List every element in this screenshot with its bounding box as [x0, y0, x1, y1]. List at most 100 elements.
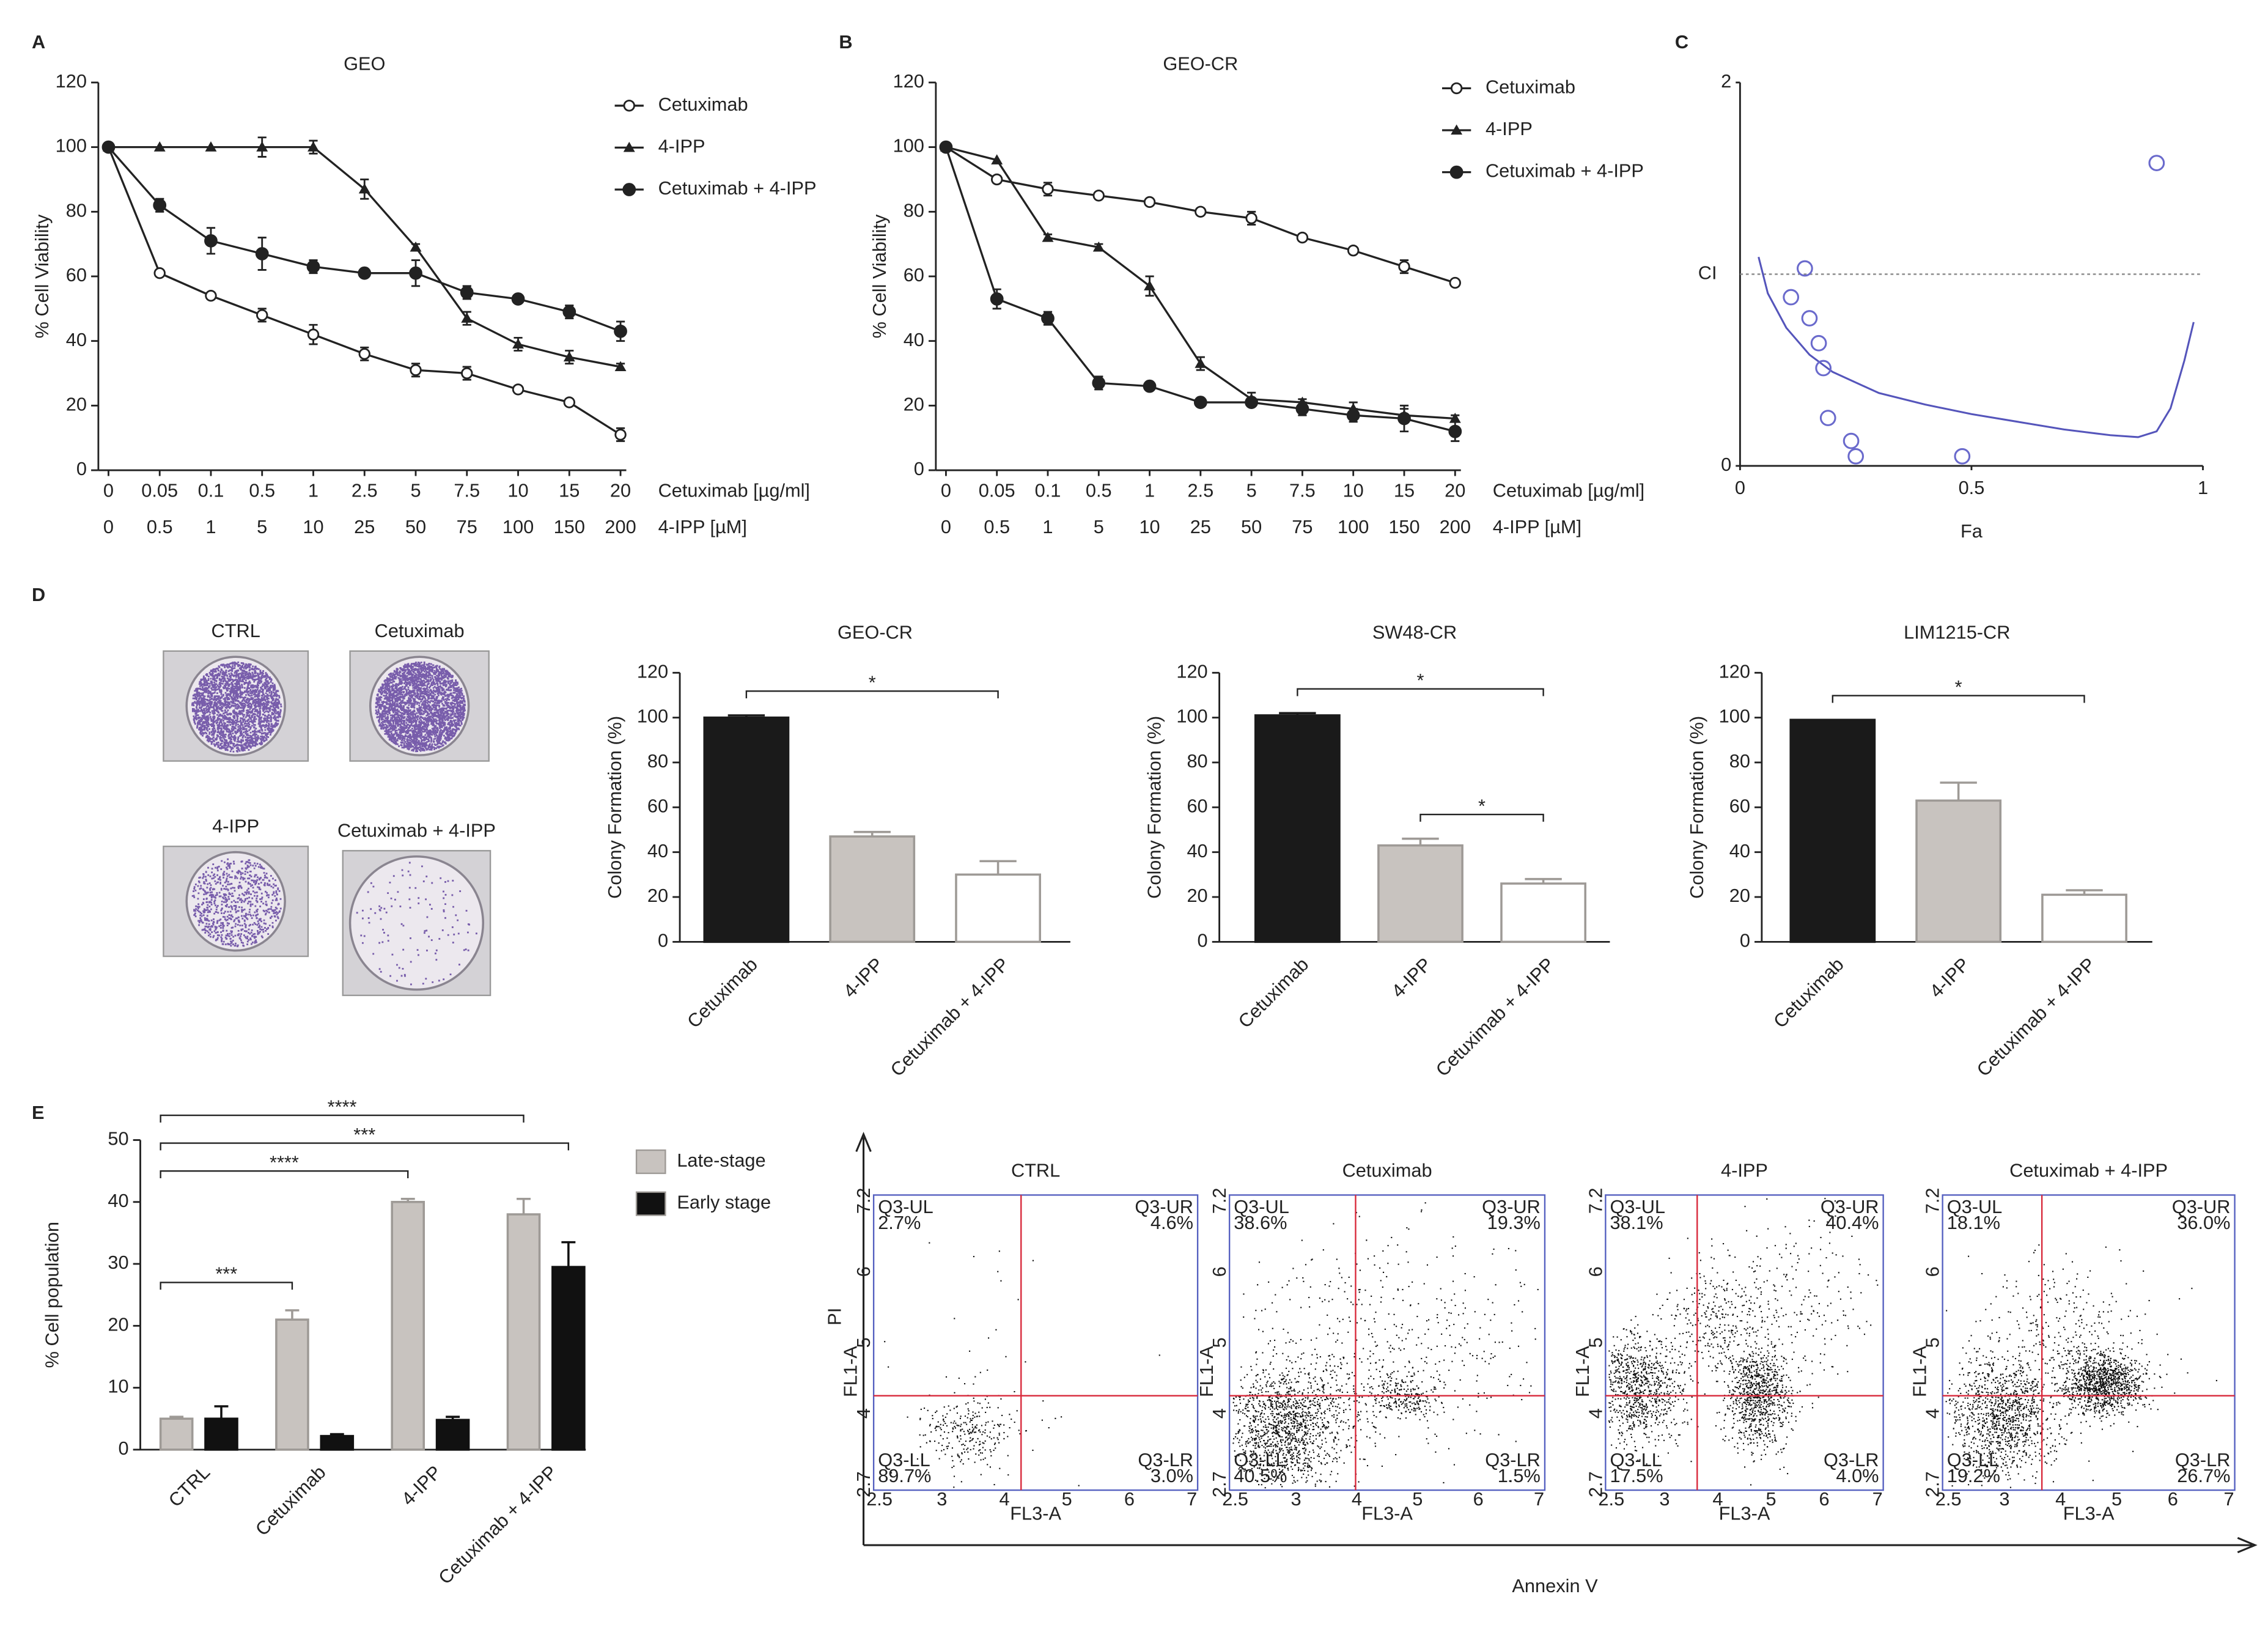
x-tick-label-2: 10 [303, 516, 323, 537]
flow-y-tick-label: 2.7 [853, 1471, 874, 1497]
marker [1042, 183, 1054, 196]
quadrant-name: Q3-LR [1485, 1449, 1541, 1471]
x-tick-label: 5 [410, 480, 421, 501]
flow-y-tick-label: 5 [1209, 1337, 1230, 1348]
flow-y-tick-label: 6 [1209, 1266, 1230, 1277]
x-tick-label-2: 5 [257, 516, 267, 537]
marker [1397, 412, 1411, 426]
x-tick-label-2: 75 [457, 516, 477, 537]
y-tick-label: 40 [108, 1190, 128, 1211]
quadrant-name: Q3-LL [1610, 1449, 1662, 1471]
quadrant-value: 40.5% [1234, 1465, 1287, 1486]
bar [1915, 799, 2002, 943]
marker [563, 396, 575, 408]
y-tick-label: 50 [108, 1128, 128, 1150]
x-tick-label-2: 100 [503, 516, 534, 537]
x-tick-label: 4-IPP [1387, 953, 1435, 1002]
flow-x-tick-label: 3 [1999, 1488, 2009, 1510]
flow-frame [1942, 1194, 2236, 1491]
x-tick-label: 0.5 [1086, 480, 1112, 501]
marker [1143, 196, 1156, 209]
bar [159, 1417, 194, 1451]
y-tick-label: 20 [1187, 885, 1207, 906]
x-tick-label-2: 10 [1139, 516, 1160, 537]
gate [1605, 1195, 1883, 1491]
flow-x-tick-label: 5 [1412, 1488, 1423, 1510]
flow-y-tick-label: 4 [1922, 1408, 1943, 1419]
quadrant-value: 4.6% [1151, 1212, 1193, 1233]
x-tick-label-2: 150 [1388, 516, 1419, 537]
y-tick-label: 80 [66, 199, 87, 221]
y-tick-label: 120 [893, 70, 924, 92]
flow-x-tick-label: 2.5 [866, 1488, 893, 1510]
flow-x-tick-label: 3 [937, 1488, 947, 1510]
x-tick-label: 15 [1394, 480, 1415, 501]
x-tick-label: 1 [1144, 480, 1155, 501]
bar [703, 716, 790, 943]
y-tick-label: 40 [1729, 840, 1750, 862]
marker [1449, 413, 1461, 423]
significance-bracket [1832, 695, 2085, 703]
marker [256, 141, 268, 152]
flow-y-tick-label: 7.2 [1922, 1188, 1943, 1214]
flow-y-tick-label: 2.7 [1922, 1471, 1943, 1497]
legend-marker [622, 183, 636, 196]
chart-title: GEO-CR [838, 622, 913, 643]
x-tick-label: Cetuximab [1234, 953, 1313, 1032]
x-tick-label-2: 100 [1338, 516, 1369, 537]
y-tick-label: 0 [76, 458, 87, 479]
marker [256, 309, 268, 322]
x-tick-label-2: 0 [103, 516, 114, 537]
marker [1346, 408, 1360, 423]
marker [511, 292, 525, 306]
marker [153, 267, 166, 279]
marker [101, 140, 116, 154]
colonies [191, 661, 282, 753]
quadrant-name: Q3-UR [1821, 1196, 1879, 1217]
quadrant-name: Q3-UR [1135, 1196, 1193, 1217]
x-tick-label-2: 50 [1241, 516, 1262, 537]
significance-bracket [745, 690, 999, 699]
y-tick-label: 60 [1729, 795, 1750, 816]
point [1810, 334, 1827, 352]
legend-label: Cetuximab + 4-IPP [1486, 160, 1644, 182]
quadrant-value: 19.3% [1487, 1212, 1541, 1233]
quadrant-value: 89.7% [878, 1465, 931, 1486]
y-tick-label: 40 [904, 329, 924, 350]
x-tick-label: 7.5 [454, 480, 480, 501]
error-bar [1940, 781, 1977, 801]
point [1843, 432, 1860, 449]
x-tick-label: 2.5 [1187, 480, 1213, 501]
x-axis-label-2: 4-IPP [µM] [658, 516, 747, 537]
marker [991, 154, 1003, 164]
error-bar [561, 1241, 576, 1268]
x-tick-label: Cetuximab [1769, 953, 1848, 1032]
marker [410, 364, 422, 376]
flow-x-tick-label: 4 [2055, 1488, 2066, 1510]
flow-frame [1228, 1194, 1546, 1491]
x-tick-label-2: 0.5 [984, 516, 1010, 537]
marker [1144, 280, 1156, 290]
quadrant-name: Q3-LR [2175, 1449, 2231, 1471]
y-tick-label: 100 [893, 135, 924, 157]
flow-x-channel: FL3-A [1719, 1502, 1770, 1524]
point [1847, 448, 1865, 465]
significance-label: * [1416, 670, 1424, 691]
y-tick-label: 0 [118, 1437, 128, 1459]
y-tick-label: 100 [56, 135, 87, 157]
quadrant-name: Q3-UR [2172, 1196, 2231, 1217]
significance-bracket [1297, 688, 1544, 696]
y-tick-label: 120 [1176, 660, 1207, 682]
legend-marker [623, 100, 635, 112]
well-label: Cetuximab [375, 620, 465, 641]
gate [1229, 1195, 1545, 1491]
chart-title: SW48-CR [1372, 622, 1457, 643]
bar [275, 1318, 309, 1451]
series-line [944, 147, 1456, 433]
y-tick-label: 20 [1729, 885, 1750, 906]
bar [1377, 844, 1464, 943]
marker [1143, 379, 1157, 393]
x-tick-label: 20 [1445, 480, 1465, 501]
flow-y-title: PI [824, 1308, 845, 1326]
y-tick-label: 80 [1729, 750, 1750, 772]
